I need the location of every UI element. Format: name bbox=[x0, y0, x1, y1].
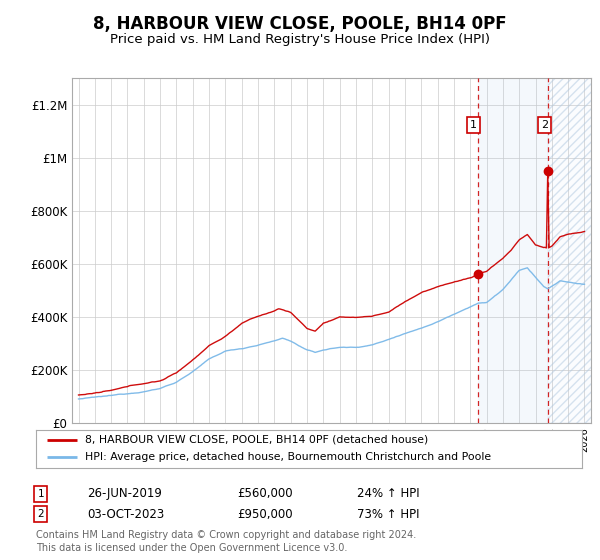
Text: £950,000: £950,000 bbox=[237, 507, 293, 521]
Text: £560,000: £560,000 bbox=[237, 487, 293, 501]
Text: Price paid vs. HM Land Registry's House Price Index (HPI): Price paid vs. HM Land Registry's House … bbox=[110, 32, 490, 46]
Text: 26-JUN-2019: 26-JUN-2019 bbox=[87, 487, 162, 501]
Bar bbox=[548, 78, 593, 423]
Text: 2: 2 bbox=[37, 509, 44, 519]
Bar bbox=[478, 78, 548, 423]
Text: Contains HM Land Registry data © Crown copyright and database right 2024.
This d: Contains HM Land Registry data © Crown c… bbox=[36, 530, 416, 553]
Text: 03-OCT-2023: 03-OCT-2023 bbox=[87, 507, 164, 521]
Text: 1: 1 bbox=[470, 120, 477, 130]
Text: 8, HARBOUR VIEW CLOSE, POOLE, BH14 0PF: 8, HARBOUR VIEW CLOSE, POOLE, BH14 0PF bbox=[93, 15, 507, 32]
Bar bbox=[548, 78, 593, 423]
Text: 24% ↑ HPI: 24% ↑ HPI bbox=[357, 487, 419, 501]
Text: 73% ↑ HPI: 73% ↑ HPI bbox=[357, 507, 419, 521]
Text: 2: 2 bbox=[541, 120, 548, 130]
Text: 8, HARBOUR VIEW CLOSE, POOLE, BH14 0PF (detached house): 8, HARBOUR VIEW CLOSE, POOLE, BH14 0PF (… bbox=[85, 435, 428, 445]
Text: 1: 1 bbox=[37, 489, 44, 499]
Text: HPI: Average price, detached house, Bournemouth Christchurch and Poole: HPI: Average price, detached house, Bour… bbox=[85, 452, 491, 463]
